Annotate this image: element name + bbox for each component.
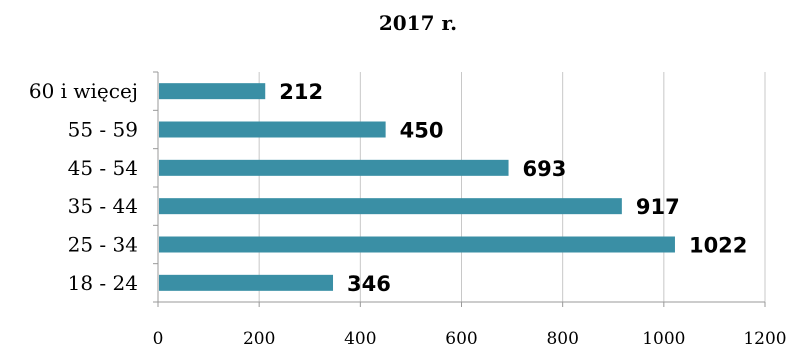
x-tick-label: 1200 — [743, 329, 786, 348]
data-label: 450 — [400, 119, 444, 143]
x-tick-label: 800 — [546, 329, 578, 348]
category-label: 55 - 59 — [68, 118, 138, 142]
category-labels: 60 i więcej 55 - 59 45 - 54 35 - 44 25 - 34 1… — [29, 79, 138, 295]
x-tick-label: 0 — [153, 329, 164, 348]
data-label: 693 — [523, 157, 567, 181]
bar — [159, 121, 386, 138]
data-label: 346 — [347, 272, 391, 296]
data-label: 1022 — [689, 234, 747, 258]
category-label: 35 - 44 — [68, 194, 138, 218]
chart-title: 2017 r. — [379, 11, 457, 35]
category-label: 18 - 24 — [68, 271, 138, 295]
data-label: 917 — [636, 195, 680, 219]
gridlines — [153, 71, 766, 307]
bar — [159, 274, 334, 291]
category-label: 60 i więcej — [29, 79, 138, 103]
x-tick-label: 200 — [243, 329, 275, 348]
bar — [159, 83, 266, 100]
category-label: 45 - 54 — [68, 156, 138, 180]
bar — [159, 159, 509, 176]
x-tick-label: 1000 — [642, 329, 685, 348]
data-label: 212 — [279, 80, 323, 104]
bar — [159, 236, 675, 253]
x-tick-label: 600 — [445, 329, 477, 348]
x-tick-label: 400 — [344, 329, 376, 348]
bars — [159, 83, 675, 291]
data-labels: 212 450 693 917 1022 346 — [279, 80, 747, 296]
x-tick-labels: 0 200 400 600 800 1000 1200 — [153, 329, 787, 348]
category-label: 25 - 34 — [68, 233, 138, 257]
bar — [159, 198, 622, 215]
